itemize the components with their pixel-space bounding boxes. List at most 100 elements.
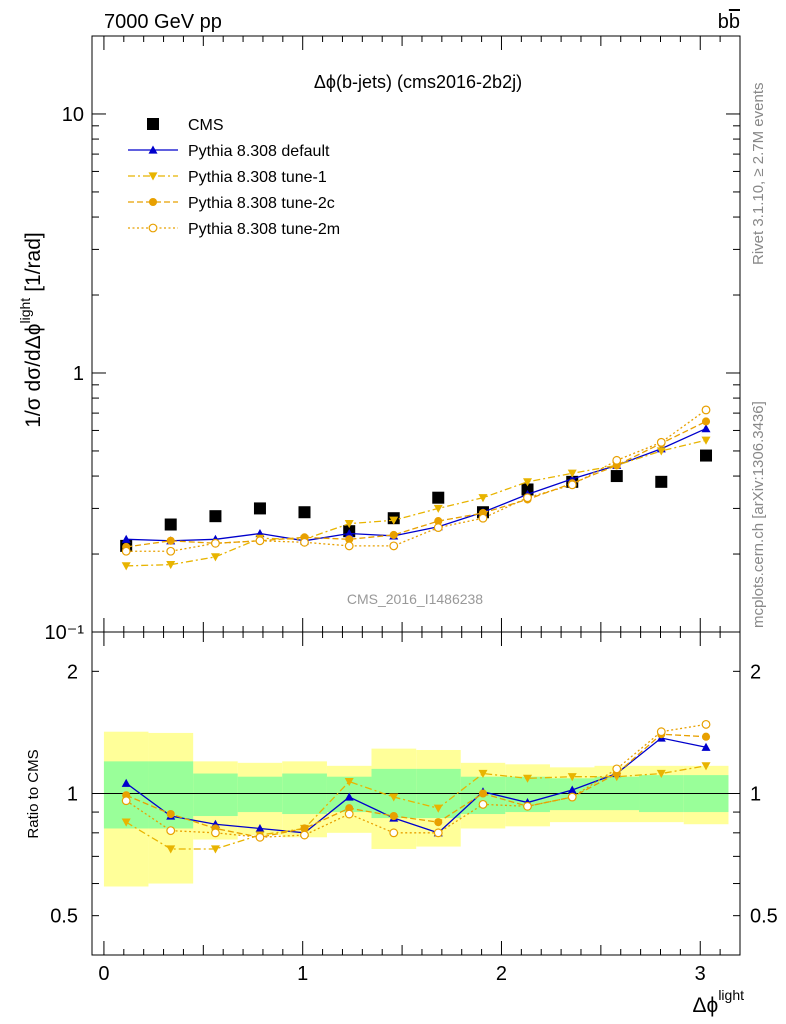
- data-marker: [121, 818, 131, 827]
- data-marker: [433, 828, 443, 838]
- data-marker: [389, 541, 399, 551]
- data-marker: [610, 470, 623, 483]
- data-marker: [166, 536, 175, 545]
- data-marker: [344, 520, 354, 529]
- y-tick-label: 1: [73, 363, 84, 385]
- ratio-plot: 2 2 1 1 0.5 0.5 0 1 2 3 Ratio to CMS Δϕlight: [25, 631, 778, 1017]
- data-marker: [567, 480, 577, 490]
- data-marker: [656, 447, 666, 456]
- data-marker: [567, 469, 577, 478]
- data-marker: [523, 774, 533, 783]
- y-tick-label: 2: [67, 661, 78, 683]
- data-marker: [478, 789, 488, 798]
- x-tick-label: 0: [98, 963, 109, 985]
- data-marker: [612, 764, 622, 774]
- watermark: CMS_2016_I1486238: [347, 591, 483, 607]
- data-marker: [655, 475, 668, 488]
- data-marker: [523, 801, 532, 811]
- data-marker: [210, 553, 220, 562]
- data-marker: [567, 792, 577, 802]
- y-tick-label-right: 1: [750, 784, 761, 806]
- data-marker: [389, 530, 398, 539]
- rivet-label: Rivet 3.1.10, ≥ 2.7M events: [750, 83, 767, 266]
- legend-item: Pythia 8.308 tune-2m: [128, 221, 340, 238]
- legend-item: CMS: [147, 117, 224, 134]
- y-tick-label-right: 2: [750, 661, 761, 683]
- data-marker: [166, 845, 176, 854]
- header-right: bb: [718, 11, 740, 33]
- data-marker: [478, 513, 488, 523]
- series-pythia-8-308-tune-1: [121, 436, 711, 571]
- x-tick-label: 3: [695, 963, 706, 985]
- data-marker: [344, 529, 354, 538]
- data-marker: [656, 727, 666, 737]
- y-axis-label-unit: [1/rad]: [22, 232, 45, 292]
- data-marker: [209, 510, 222, 523]
- data-marker: [701, 405, 711, 415]
- y-axis-label-prefix: 1/σ dσ/dΔϕ: [22, 323, 45, 427]
- x-axis-label-sup: light: [718, 987, 744, 1003]
- y-tick-label: 1: [67, 784, 78, 806]
- data-marker: [433, 804, 443, 813]
- data-marker: [255, 823, 265, 833]
- data-marker: [166, 561, 176, 570]
- header-right-bar: b: [729, 11, 740, 33]
- data-marker: [701, 436, 711, 445]
- data-marker: [344, 792, 354, 801]
- data-marker: [210, 845, 220, 854]
- data-marker: [389, 811, 398, 821]
- data-marker: [433, 523, 443, 533]
- series-line: [125, 723, 707, 838]
- series-line: [126, 420, 707, 548]
- data-marker: [147, 118, 159, 130]
- legend-label: Pythia 8.308 default: [188, 143, 330, 160]
- band-inner: [193, 773, 238, 817]
- data-marker: [523, 478, 533, 487]
- data-marker: [121, 534, 131, 543]
- legend-item: Pythia 8.308 tune-2c: [128, 195, 335, 212]
- legend-item: Pythia 8.308 default: [128, 143, 330, 160]
- data-marker: [211, 828, 220, 838]
- y-tick-label: 10: [62, 104, 84, 126]
- data-marker: [344, 541, 354, 551]
- data-marker: [478, 799, 488, 809]
- chart-title: Δϕ(b-jets) (cms2016-2b2j): [314, 72, 522, 92]
- uncertainty-bands: [103, 731, 729, 887]
- data-marker: [432, 491, 445, 504]
- data-marker: [148, 197, 158, 207]
- series-line: [125, 765, 707, 850]
- legend-label: Pythia 8.308 tune-2c: [188, 195, 335, 212]
- data-marker: [567, 785, 577, 794]
- data-marker: [656, 437, 666, 447]
- data-marker: [656, 769, 666, 779]
- data-marker: [148, 145, 158, 154]
- data-marker: [148, 172, 158, 181]
- data-marker: [521, 483, 534, 496]
- series-pythia-8-308-tune-2m: [121, 405, 711, 556]
- data-marker: [701, 417, 711, 426]
- data-marker: [523, 493, 532, 503]
- data-marker: [478, 769, 488, 779]
- series-line: [126, 409, 707, 552]
- data-marker: [255, 832, 265, 842]
- data-marker: [701, 762, 711, 771]
- band-inner: [237, 776, 283, 813]
- data-marker: [433, 504, 443, 513]
- data-marker: [164, 518, 177, 531]
- data-marker: [344, 777, 354, 787]
- x-axis-label-base: Δϕ: [693, 994, 719, 1017]
- main-plot: 10 1 10⁻¹ 1/σ dσ/dΔϕlight [1/rad] Δϕ(b-jets) …: [17, 35, 741, 644]
- y-tick-label: 10⁻¹: [45, 622, 85, 644]
- data-marker: [345, 535, 354, 544]
- series-line: [126, 439, 707, 567]
- data-marker: [434, 818, 443, 827]
- data-marker: [701, 732, 711, 741]
- y-tick-label: 0.5: [50, 906, 78, 928]
- data-marker: [389, 516, 399, 525]
- legend-label: CMS: [188, 117, 224, 134]
- x-axis-label: Δϕlight: [693, 987, 745, 1017]
- data-marker: [389, 793, 399, 802]
- legend: CMS Pythia 8.308 default Pythia 8.308 tune…: [128, 117, 340, 238]
- data-marker: [434, 517, 443, 526]
